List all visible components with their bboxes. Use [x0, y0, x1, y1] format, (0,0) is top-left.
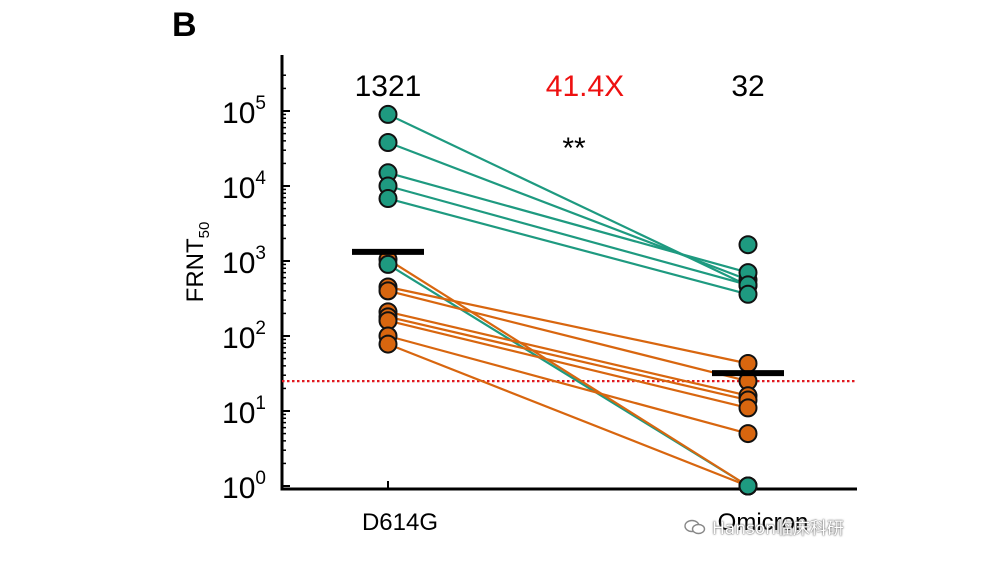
- y-tick-label: 102: [222, 318, 266, 355]
- pair-lines-group: [387, 113, 749, 488]
- pair-line: [387, 334, 749, 435]
- geometric-mean-label: 32: [731, 70, 764, 103]
- fold-change-label: 41.4X: [546, 70, 624, 103]
- pair-line: [387, 285, 749, 365]
- significance-label: **: [562, 132, 586, 165]
- y-tick-label: 100: [222, 468, 266, 505]
- pair-line: [387, 289, 749, 383]
- watermark: Hanson临床科研: [684, 514, 844, 539]
- pair-line: [387, 171, 749, 274]
- data-point: [738, 398, 758, 418]
- wechat-icon: [684, 519, 706, 534]
- pair-line: [387, 310, 749, 397]
- data-point: [378, 133, 398, 153]
- data-point: [378, 254, 398, 274]
- data-point: [738, 476, 758, 496]
- data-point: [378, 189, 398, 209]
- data-point: [738, 284, 758, 304]
- axes-group: 100 101 102 103 104 105 FRNT50: [182, 55, 857, 505]
- watermark-text: Hanson临床科研: [712, 519, 845, 539]
- pair-line: [387, 197, 749, 296]
- pair-line: [387, 343, 749, 488]
- geometric-mean-label: 1321: [355, 70, 422, 103]
- y-axis-label: FRNT50: [182, 222, 213, 303]
- labels-group: 1321 32 41.4X ** D614G Omicron: [355, 70, 809, 536]
- y-tick-label: 105: [222, 93, 266, 130]
- y-tick-label: 104: [222, 168, 266, 205]
- y-tick-label: 101: [222, 393, 266, 430]
- data-point: [738, 235, 758, 255]
- y-tick-label: 103: [222, 243, 266, 280]
- pair-line: [387, 184, 749, 286]
- data-point: [378, 104, 398, 124]
- data-points-group: [352, 104, 784, 496]
- data-point: [378, 334, 398, 354]
- pair-line: [387, 319, 749, 409]
- x-category-label: Omicron: [718, 509, 809, 536]
- pair-line: [387, 258, 749, 487]
- x-category-label: D614G: [362, 509, 438, 536]
- data-point: [738, 424, 758, 444]
- panel-label: B: [172, 6, 197, 44]
- data-point: [738, 353, 758, 373]
- pair-line: [387, 315, 749, 402]
- data-point: [378, 281, 398, 301]
